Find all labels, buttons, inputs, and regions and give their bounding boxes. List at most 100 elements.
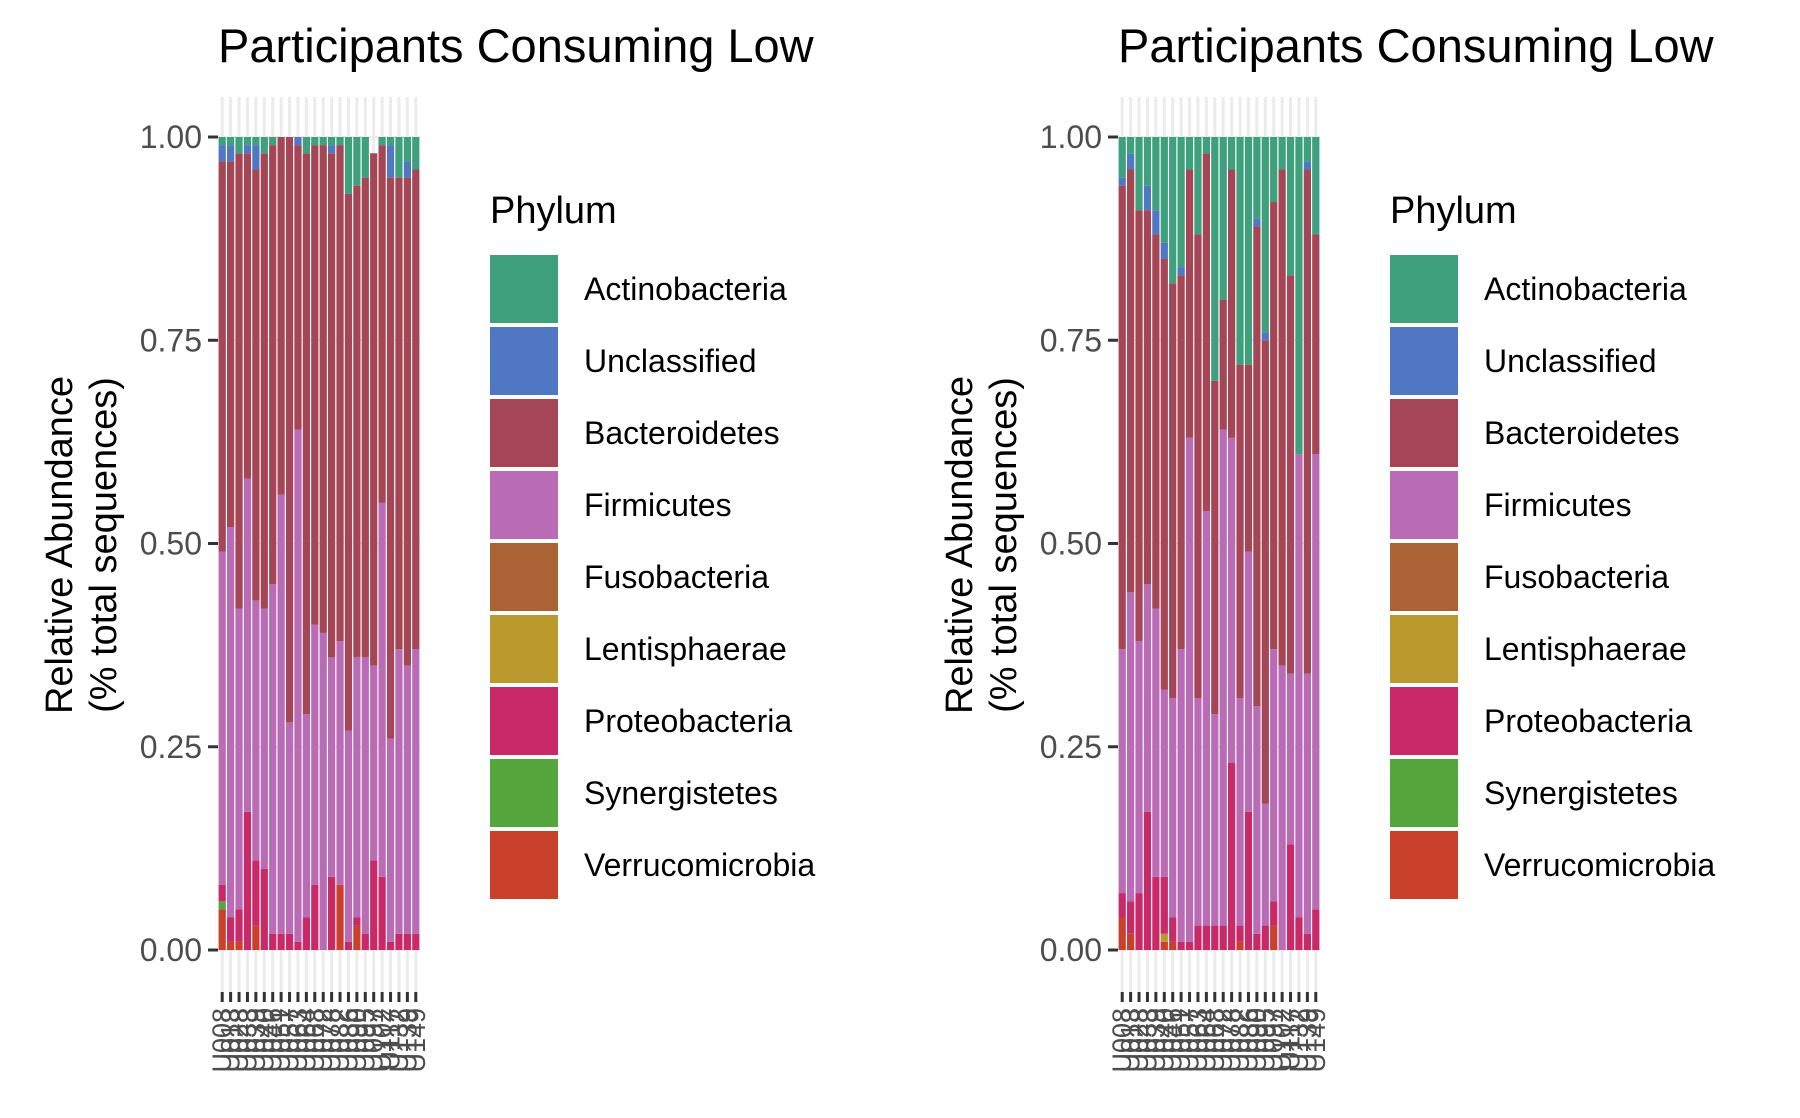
bar-segment (1127, 137, 1135, 154)
bar-segment (243, 811, 252, 950)
x-tick-label: U063 (283, 1008, 313, 1073)
bar-segment (252, 860, 260, 926)
y-axis-title-line-1: Relative Abundance (39, 376, 81, 714)
x-tick-label: U086 (1233, 1008, 1263, 1073)
bar-segment (1244, 811, 1253, 950)
x-tick-label: U090 (1242, 1008, 1272, 1073)
bar-segment (302, 714, 310, 918)
legend-label: Synergistetes (584, 775, 778, 811)
x-tick-label: U082 (325, 1008, 355, 1073)
y-tick-label: 0.50 (1040, 526, 1102, 562)
bar-segment (1169, 917, 1177, 942)
bar-segment (285, 722, 294, 934)
bar-segment (1177, 941, 1185, 950)
bar-segment (1303, 933, 1311, 950)
bar-segment (344, 730, 353, 942)
legend-label: Bacteroidetes (584, 415, 780, 451)
bar-stack-U102 (378, 137, 386, 950)
bar-segment (260, 868, 268, 950)
legend-label: Fusobacteria (1484, 559, 1669, 595)
bar-segment (218, 161, 226, 552)
x-tick-label: U051 (1166, 1008, 1196, 1073)
x-tick-label: U068 (300, 1008, 330, 1073)
bar-stack-U051 (1177, 137, 1185, 950)
bar-segment (243, 153, 252, 479)
bar-segment (1118, 649, 1126, 894)
x-tick-label: U095 (350, 1008, 380, 1073)
bar-segment (277, 933, 285, 950)
bar-segment (1194, 925, 1202, 950)
bar-stack-U117 (1286, 137, 1295, 950)
bar-segment (1244, 551, 1253, 812)
bar-segment (1143, 137, 1152, 186)
legend-item-fusobacteria: Fusobacteria (1390, 543, 1669, 611)
bar-segment (1253, 137, 1261, 219)
legend-item-actinobacteria: Actinobacteria (1390, 255, 1687, 323)
legend-label: Firmicutes (1484, 487, 1632, 523)
bar-segment (1261, 803, 1269, 926)
plot-area: 0.00 0.25 0.50 0.75 1.00 U008U013U028U033U039… (1040, 97, 1331, 1073)
bar-segment (378, 502, 386, 877)
bar-segment (260, 153, 268, 609)
bar-segment (370, 860, 378, 950)
bar-segment (1185, 137, 1194, 170)
legend-item-synergistetes: Synergistetes (1390, 759, 1678, 827)
bar-segment (395, 137, 403, 178)
legend-item-lentisphaerae: Lentisphaerae (490, 615, 787, 683)
x-tick-label: U117 (1276, 1008, 1306, 1071)
bar-segment (235, 941, 243, 950)
bar-stack-U095 (361, 137, 369, 950)
bar-segment (218, 551, 226, 885)
bar-segment (1278, 665, 1286, 950)
bar-segment (1152, 608, 1160, 877)
bar-segment (412, 137, 420, 170)
bar-segment (361, 933, 369, 950)
y-tick-label: 0.00 (140, 932, 202, 968)
bar-segment (353, 917, 361, 926)
bar-segment (1312, 137, 1320, 235)
y-axis-title-line-2: (% total sequences) (83, 377, 125, 713)
x-tick-label: U013 (1116, 1008, 1146, 1073)
bar-stack-U149 (412, 137, 420, 950)
x-tick-label: U072 (308, 1008, 338, 1073)
bar-segment (1160, 137, 1168, 243)
bar-segment (1261, 332, 1269, 341)
x-tick-label: U102 (1267, 1008, 1297, 1073)
bar-stack-U063 (294, 137, 302, 950)
bar-segment (243, 145, 252, 154)
bar-segment (1286, 673, 1295, 845)
legend-key (1390, 327, 1458, 395)
bar-segment (1253, 226, 1261, 707)
legend: Phylum Actinobacteria Unclassified Bactero… (1390, 190, 1715, 899)
bar-segment (235, 909, 243, 942)
bar-stack-U008 (218, 137, 226, 950)
bar-segment (1194, 137, 1202, 235)
legend: Phylum Actinobacteria Unclassified Bactero… (490, 190, 815, 899)
legend-key (490, 399, 558, 467)
x-tick-label: U013 (216, 1008, 246, 1073)
legend-key (490, 543, 558, 611)
x-tick-label: U046 (258, 1008, 288, 1073)
bar-segment (1185, 169, 1194, 438)
legend-label: Actinobacteria (584, 271, 787, 307)
bar-segment (1261, 925, 1269, 950)
bar-segment (227, 137, 235, 146)
bar-segment (386, 177, 395, 739)
x-tick-label: U086 (333, 1008, 363, 1073)
plot-area: 0.00 0.25 0.50 0.75 1.00 U008U013U028U033U039… (140, 97, 431, 1073)
bar-segment (260, 137, 268, 154)
bar-segment (1286, 137, 1295, 276)
bar-stack-U139 (403, 137, 411, 950)
bar-segment (1312, 234, 1320, 455)
legend-label: Unclassified (584, 343, 757, 379)
legend-item-bacteroidetes: Bacteroidetes (490, 399, 780, 467)
x-tick-label: U095 (1250, 1008, 1280, 1073)
bar-segment (403, 933, 411, 950)
bar-segment (235, 608, 243, 910)
x-tick-label: U033 (1132, 1008, 1162, 1073)
legend-key (1390, 399, 1458, 467)
bar-segment (319, 145, 327, 633)
bar-segment (1127, 901, 1135, 934)
